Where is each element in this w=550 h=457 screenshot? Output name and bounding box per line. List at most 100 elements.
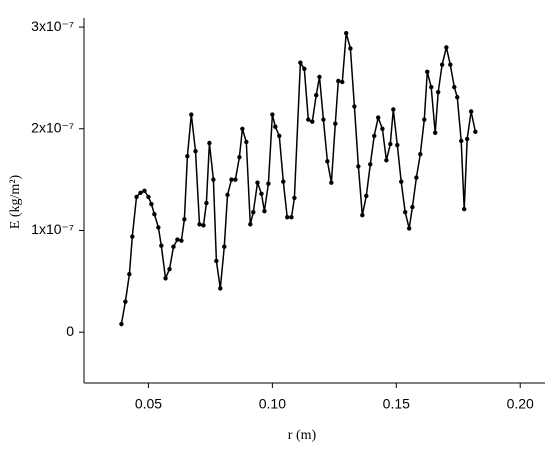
data-point (270, 112, 275, 117)
y-tick-label: 0 (66, 323, 74, 339)
data-point (364, 193, 369, 199)
data-point (119, 321, 124, 327)
data-point (473, 129, 478, 135)
y-tick-label: 3x10⁻⁷ (31, 18, 74, 34)
data-point (444, 45, 449, 50)
data-point (244, 139, 249, 145)
data-point (348, 46, 353, 51)
x-axis-label: r (m) (288, 428, 317, 443)
x-tick-label: 0.20 (507, 396, 534, 412)
data-point (146, 194, 151, 200)
data-point (163, 276, 168, 281)
data-point (302, 66, 307, 71)
data-point (201, 223, 206, 228)
data-point (321, 117, 326, 122)
data-point (356, 164, 361, 169)
data-point (175, 237, 180, 242)
data-point (159, 243, 164, 248)
data-point (403, 209, 408, 215)
data-point (464, 136, 470, 142)
data-point (130, 234, 135, 239)
data-point (281, 179, 286, 184)
data-point (277, 133, 282, 139)
data-point (372, 133, 377, 139)
data-point (197, 222, 202, 227)
data-point (336, 78, 341, 84)
data-point (439, 62, 445, 67)
data-point (333, 121, 338, 126)
data-point (149, 201, 154, 207)
data-point (167, 266, 172, 272)
data-point (248, 222, 253, 227)
data-point (298, 60, 303, 65)
data-point (207, 140, 212, 146)
data-point (204, 200, 209, 206)
data-point (255, 180, 260, 185)
data-point (468, 109, 474, 114)
data-point (314, 93, 319, 98)
data-point (452, 84, 457, 90)
data-point (395, 142, 400, 148)
data-point (384, 158, 389, 163)
data-point (182, 217, 187, 222)
data-point (179, 238, 184, 243)
data-point (237, 155, 242, 160)
data-point (380, 126, 385, 131)
data-point (325, 159, 330, 164)
data-point (329, 180, 334, 185)
data-point (222, 244, 227, 249)
data-point (123, 299, 128, 304)
data-point (406, 226, 412, 231)
data-point (310, 119, 315, 124)
data-point (138, 190, 143, 196)
data-point (171, 244, 176, 249)
data-point (340, 79, 345, 85)
data-point (229, 177, 234, 182)
data-point (414, 175, 419, 180)
data-point (317, 74, 322, 80)
data-point (433, 130, 438, 136)
data-point (127, 271, 132, 277)
data-point (233, 177, 238, 182)
data-point (142, 188, 147, 194)
data-point (152, 211, 157, 217)
data-point (251, 209, 256, 215)
data-point (156, 225, 161, 230)
data-point (240, 126, 245, 131)
data-point (448, 62, 453, 67)
data-point (189, 112, 194, 117)
data-point (391, 107, 396, 112)
data-point (410, 204, 415, 210)
data-point (462, 206, 467, 212)
data-point (292, 195, 297, 201)
data-point (368, 162, 373, 167)
data-point (435, 89, 441, 95)
data-point (218, 286, 223, 291)
data-point (422, 117, 427, 122)
data-point (211, 177, 216, 182)
data-point (289, 215, 294, 220)
data-point (418, 151, 423, 157)
x-tick-label: 0.05 (135, 396, 162, 412)
data-point (134, 194, 139, 200)
data-point (360, 213, 365, 218)
y-axis-label: E (kg/m²) (8, 174, 23, 229)
data-point (193, 148, 198, 154)
data-point (214, 258, 219, 264)
data-point (259, 191, 264, 197)
data-point (388, 141, 393, 147)
data-point (352, 104, 357, 109)
data-point (344, 30, 349, 36)
data-point (429, 84, 434, 90)
data-point (185, 154, 190, 159)
data-point (459, 138, 464, 144)
data-point (273, 124, 278, 129)
data-point (375, 115, 381, 120)
data-point (262, 208, 267, 214)
y-tick-label: 2x10⁻⁷ (31, 119, 74, 135)
data-line (120, 33, 477, 325)
x-tick-label: 0.10 (259, 396, 286, 412)
data-point (306, 117, 311, 122)
data-point (266, 181, 271, 186)
